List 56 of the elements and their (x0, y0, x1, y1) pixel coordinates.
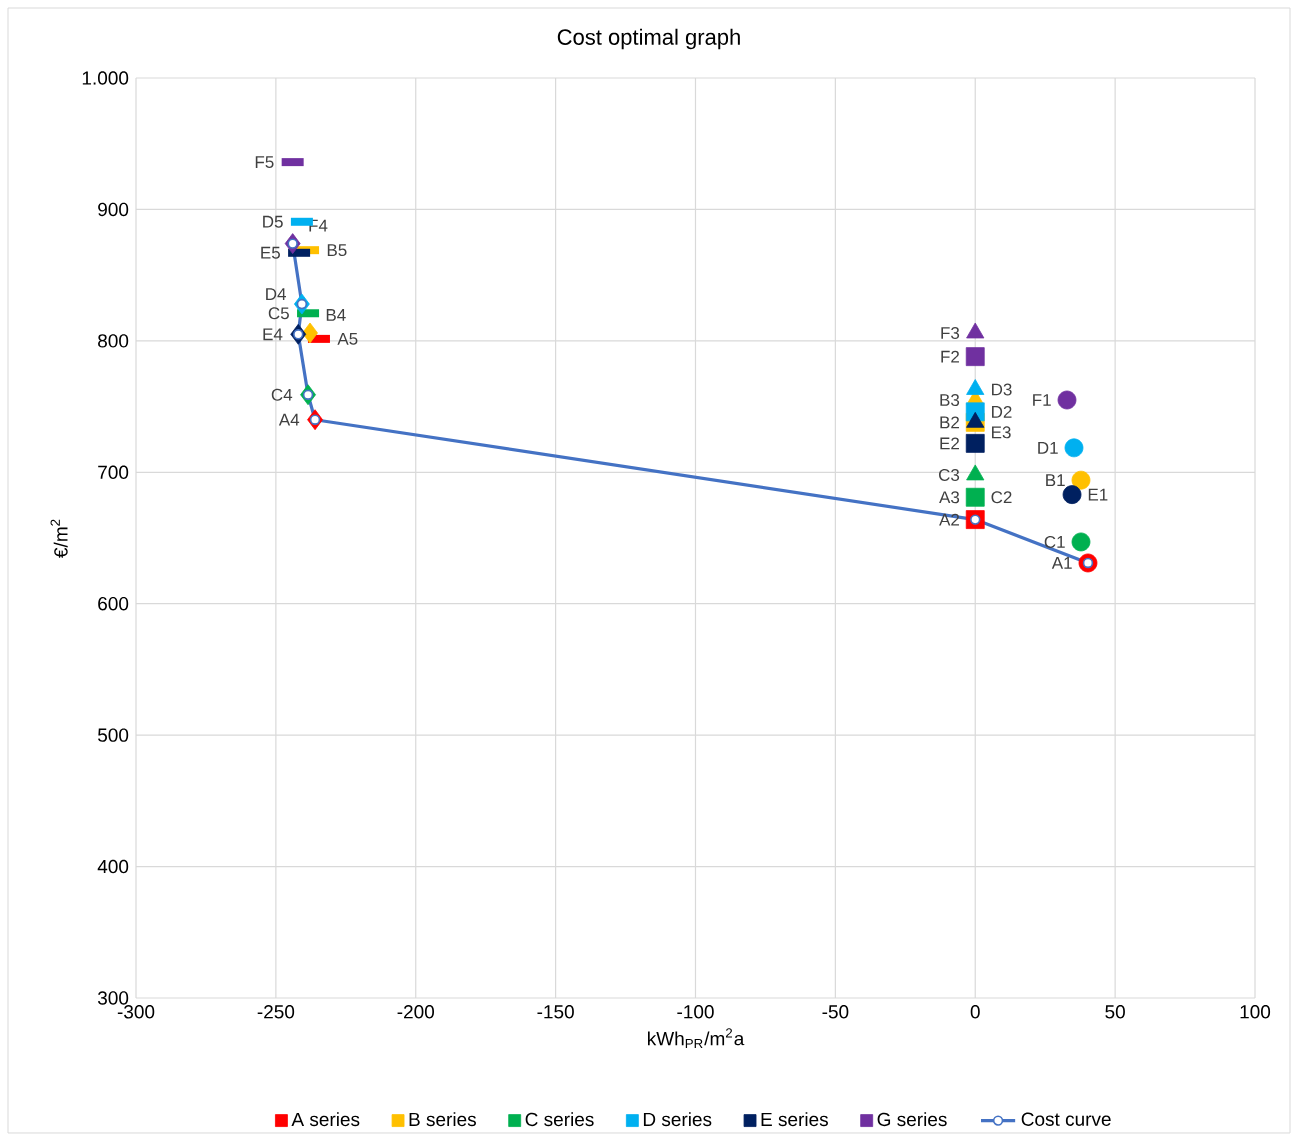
data-label: E5 (261, 246, 280, 259)
y-tick-label: 700 (98, 465, 129, 480)
y-axis-title: €/m$^{2}$ (50, 519, 68, 558)
y-tick-label: 800 (98, 334, 129, 348)
legend-label: E series (761, 1112, 828, 1127)
data-label: D2 (992, 405, 1012, 418)
legend-label: G series (877, 1112, 947, 1127)
data-label: B3 (940, 394, 960, 407)
data-label: D4 (266, 288, 287, 300)
data-label: D5 (263, 215, 283, 228)
data-label: B4 (326, 309, 346, 321)
data-label: F5 (255, 156, 274, 169)
data-label: A1 (1051, 557, 1072, 569)
data-label: E2 (940, 437, 959, 450)
annotation: A3 (939, 491, 960, 504)
legend-label: Cost curve (1021, 1112, 1111, 1126)
data-label: E4 (263, 328, 283, 341)
data-label: A4 (278, 413, 300, 426)
data-label: E3 (992, 426, 1011, 439)
data-label: D3 (992, 383, 1012, 396)
data-label: A5 (337, 332, 358, 345)
legend-label: A series (291, 1112, 360, 1127)
x-tick-label: 0 (970, 1005, 980, 1019)
x-tick-label: 50 (1105, 1005, 1125, 1019)
legend-label: D series (643, 1112, 712, 1127)
data-label: F2 (941, 350, 959, 363)
y-tick-label: 300 (97, 991, 129, 1005)
x-tick-label: -50 (822, 1005, 849, 1019)
data-label: D1 (1038, 441, 1058, 454)
x-tick-label: -250 (257, 1005, 295, 1019)
data-label: C2 (991, 491, 1012, 504)
x-tick-label: -200 (397, 1005, 435, 1019)
data-label: B2 (940, 416, 959, 429)
data-label: C4 (271, 388, 293, 401)
x-tick-label: -300 (117, 1005, 155, 1019)
data-label: B5 (327, 244, 347, 257)
y-tick-label: 900 (98, 202, 129, 217)
data-label: C3 (938, 468, 960, 481)
data-label: F1 (1033, 394, 1051, 406)
legend-label: C series (525, 1112, 594, 1127)
x-tick-label: -150 (537, 1005, 574, 1019)
data-label: A2 (939, 513, 959, 526)
x-axis-title: kWh$_{PR}$/m$^{2}$a (648, 1028, 745, 1049)
y-tick-label: 600 (98, 596, 129, 611)
data-label: F3 (941, 326, 960, 339)
data-label: C5 (268, 307, 289, 320)
legend-label: B series (409, 1112, 476, 1127)
y-tick-label: 1.000 (82, 71, 129, 85)
x-tick-label: -100 (677, 1005, 714, 1019)
data-label: C1 (1044, 535, 1065, 548)
data-label: E1 (1088, 488, 1108, 501)
y-tick-label: 500 (97, 728, 129, 742)
chart-title: Cost optimal graph (557, 28, 740, 50)
x-tick-label: 100 (1240, 1005, 1271, 1019)
y-tick-label: 400 (97, 859, 129, 874)
data-label: B1 (1046, 474, 1065, 487)
